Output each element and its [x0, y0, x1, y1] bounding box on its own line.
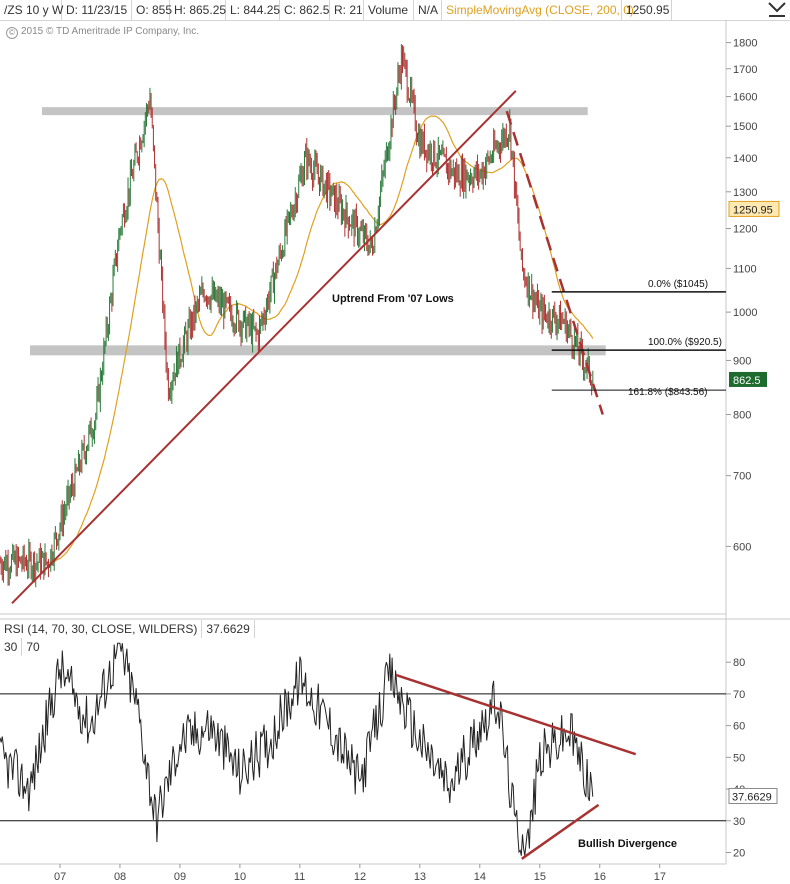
fib-level-label: 161.8% ($843.56) — [628, 387, 708, 398]
price-tick-label: 1400 — [733, 153, 757, 165]
rsi-divergence-line — [521, 803, 600, 860]
low-label: L: 844.25 — [226, 0, 280, 20]
rsi-downtrend-line — [395, 673, 637, 756]
rsi-tick-label: 20 — [733, 847, 745, 859]
rsi-tick-label: 80 — [733, 657, 745, 669]
price-tick-label: 1100 — [733, 263, 757, 275]
chart-header: /ZS 10 y W D: 11/23/15 O: 855 H: 865.25 … — [0, 0, 790, 21]
price-tick-label: 1600 — [733, 92, 757, 104]
high-label: H: 865.25 — [170, 0, 226, 20]
open-label: O: 855 — [132, 0, 172, 20]
fib-level-label: 100.0% ($920.5) — [648, 337, 722, 348]
downtrend-dashed-line — [505, 110, 604, 415]
price-tick-label: 1800 — [733, 38, 757, 50]
price-tick-label: 800 — [733, 409, 751, 421]
rsi-value-badge-text: 37.6629 — [732, 791, 772, 803]
time-tick-label: 10 — [234, 871, 246, 883]
range-label: R: 21 — [330, 0, 364, 20]
rsi-tick-label: 60 — [733, 721, 745, 733]
rsi-header[interactable]: RSI (14, 70, 30, CLOSE, WILDERS) 37.6629 3… — [0, 620, 270, 656]
uptrend-line — [11, 90, 517, 604]
price-tick-label: 900 — [733, 355, 751, 367]
rsi-panel — [0, 642, 726, 860]
last-price-badge — [729, 371, 767, 387]
date-label: D: 11/23/15 — [62, 0, 132, 20]
rsi-overbought-label: 70 — [26, 640, 40, 654]
time-tick-label: 14 — [474, 871, 486, 883]
sma-price-badge — [728, 200, 780, 217]
rsi-header-value: 37.6629 — [202, 620, 255, 638]
symbol-label[interactable]: /ZS 10 y W — [0, 0, 63, 20]
bullish-divergence-annotation: Bullish Divergence — [578, 838, 677, 850]
fib-level-label: 0.0% ($1045) — [648, 279, 708, 290]
rsi-axis: 8070605040302037.6629 — [726, 657, 778, 859]
uptrend-annotation: Uptrend From '07 Lows — [332, 293, 454, 305]
rsi-line — [0, 642, 594, 856]
price-tick-label: 1500 — [733, 121, 757, 133]
time-tick-label: 12 — [354, 871, 366, 883]
copyright-icon: © — [6, 27, 18, 39]
rsi-tick-label: 70 — [733, 689, 745, 701]
price-tick-label: 700 — [733, 471, 751, 483]
chart-overlays: 0.0% ($1045) 100.0% ($920.5) 161.8% ($843.… — [11, 90, 726, 604]
time-tick-label: 07 — [54, 871, 66, 883]
support-zone — [29, 345, 606, 356]
rsi-oversold-label: 30 — [0, 638, 23, 656]
rsi-study-label: RSI (14, 70, 30, CLOSE, WILDERS) — [0, 620, 203, 638]
copyright-notice: © 2015 © TD Ameritrade IP Company, Inc. — [6, 26, 199, 39]
last-price-badge-text: 862.5 — [733, 375, 761, 387]
time-tick-label: 13 — [414, 871, 426, 883]
price-tick-label: 600 — [733, 541, 751, 553]
time-tick-label: 17 — [654, 871, 666, 883]
support-resistance-zones — [29, 107, 606, 356]
sma-value: 1250.95 — [622, 0, 672, 20]
price-tick-label: 1300 — [733, 187, 757, 199]
volume-label[interactable]: Volume — [364, 0, 414, 20]
price-tick-label: 1000 — [733, 307, 757, 319]
sma-200-line — [46, 115, 594, 564]
time-tick-label: 15 — [534, 871, 546, 883]
resistance-zone — [41, 107, 588, 116]
rsi-tick-label: 30 — [733, 816, 745, 828]
sma-study-label[interactable]: SimpleMovingAvg (CLOSE, 200, 0) — [442, 0, 634, 20]
close-label: C: 862.5 — [280, 0, 330, 20]
price-candles — [0, 44, 594, 588]
time-tick-label: 09 — [174, 871, 186, 883]
sma-200-path — [46, 115, 594, 564]
time-axis: 07 08 09 10 11 12 13 14 15 16 17 — [54, 864, 666, 883]
time-tick-label: 08 — [114, 871, 126, 883]
price-tick-label: 1700 — [733, 64, 757, 76]
price-tick-label: 1200 — [733, 224, 757, 236]
price-axis: 1800 1700 1600 1500 1400 1300 1200 1100 1000 900 8… — [726, 38, 780, 553]
volume-value: N/A — [414, 0, 442, 20]
chart-options-icon[interactable] — [766, 0, 788, 20]
rsi-value-badge — [728, 787, 778, 804]
time-tick-label: 16 — [594, 871, 606, 883]
time-tick-label: 11 — [294, 871, 305, 883]
rsi-tick-label: 50 — [733, 752, 745, 764]
sma-price-badge-text: 1250.95 — [733, 204, 773, 216]
